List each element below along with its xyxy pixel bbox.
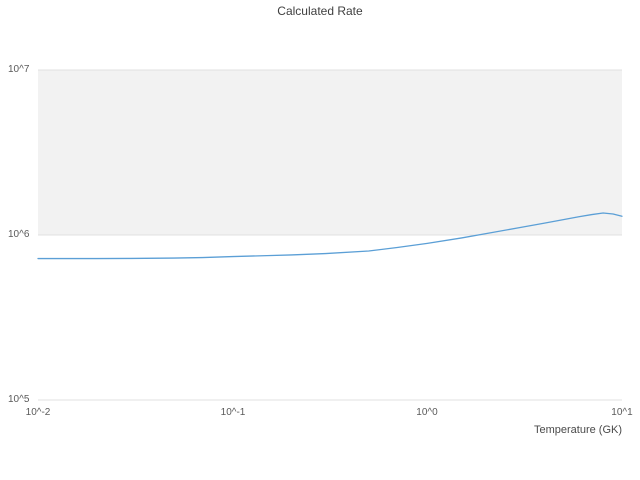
chart-title: Calculated Rate xyxy=(277,4,363,18)
y-tick-1e6: 10^6 xyxy=(8,229,30,240)
x-tick-1e-2: 10^-2 xyxy=(25,407,51,418)
x-tick-1e1: 10^1 xyxy=(611,407,633,418)
y-tick-1e7: 10^7 xyxy=(8,64,30,75)
x-axis-title: Temperature (GK) xyxy=(533,424,622,436)
y-tick-1e5: 10^5 xyxy=(8,394,30,405)
x-tick-1e0: 10^0 xyxy=(416,407,438,418)
x-tick-1e-1: 10^-1 xyxy=(220,407,246,418)
